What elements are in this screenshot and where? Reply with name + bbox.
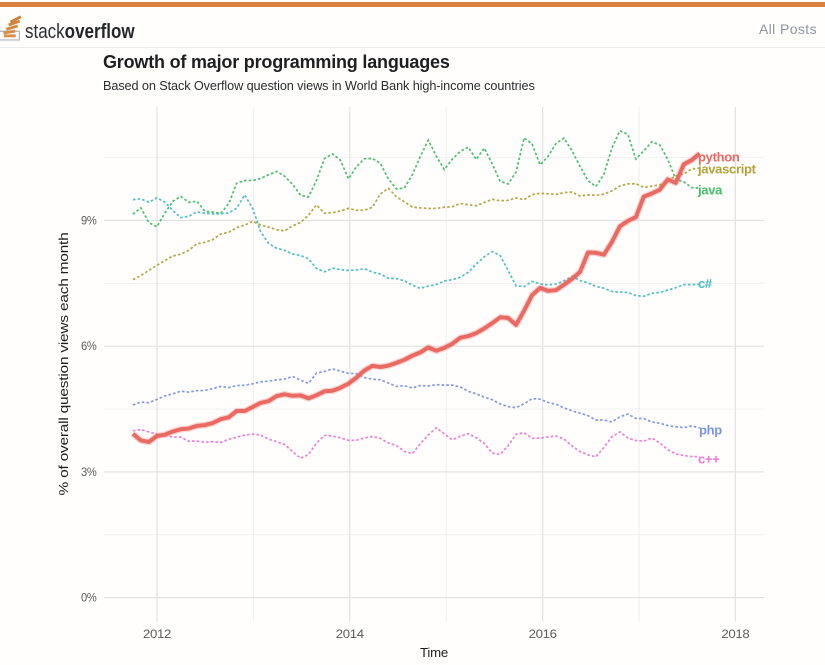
svg-text:c++: c++ (698, 452, 720, 467)
svg-text:python: python (698, 150, 740, 165)
svg-text:php: php (699, 423, 722, 438)
svg-text:Time: Time (420, 645, 448, 660)
svg-text:3%: 3% (81, 467, 97, 479)
svg-text:6%: 6% (81, 341, 97, 353)
svg-text:9%: 9% (81, 216, 97, 228)
svg-text:0%: 0% (81, 593, 97, 605)
svg-text:2014: 2014 (336, 629, 365, 641)
svg-text:% of overall question views ea: % of overall question views each month (56, 233, 71, 496)
svg-text:javascript: javascript (697, 162, 757, 177)
svg-text:c#: c# (698, 276, 713, 291)
svg-text:2016: 2016 (529, 629, 557, 641)
svg-text:java: java (697, 183, 723, 198)
svg-text:2018: 2018 (721, 629, 749, 641)
svg-text:2012: 2012 (143, 629, 171, 641)
